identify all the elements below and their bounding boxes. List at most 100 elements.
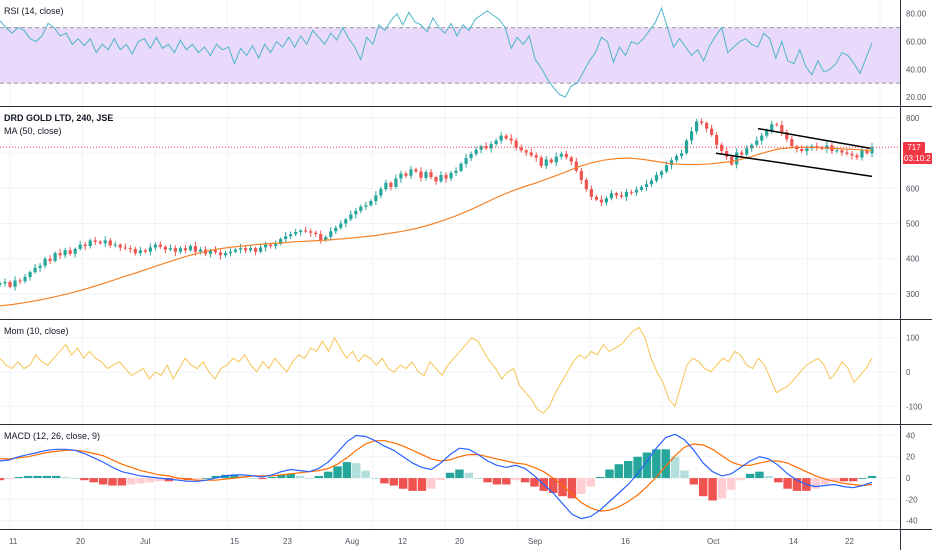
time-axis[interactable]: 11 20 Jul 15 23 Aug 12 20 Sep 16 Oct 14 22 — [0, 530, 932, 550]
candle-body — [669, 160, 674, 166]
candle-body — [850, 153, 854, 156]
candle-body — [609, 193, 614, 199]
candle-body — [454, 170, 458, 173]
candle-body — [73, 248, 77, 254]
candle-body — [835, 150, 839, 152]
candle-body — [564, 153, 568, 158]
candle-body — [780, 125, 784, 133]
rsi-pane[interactable]: 80.00 60.00 40.00 20.00 RSI (14, close) — [0, 0, 932, 106]
macd-histogram-bar — [699, 478, 708, 497]
macd-histogram-bar — [642, 452, 652, 479]
pane-divider[interactable] — [0, 424, 932, 425]
macd-histogram-bar — [248, 478, 258, 479]
macd-pane[interactable]: 40 20 0 -20 -40 MACD (12, 26, close, 9) — [0, 425, 932, 529]
macd-histogram-bar — [745, 473, 755, 479]
macd-histogram-bar — [417, 478, 427, 491]
candle-body — [83, 244, 87, 247]
candle-body — [684, 140, 689, 154]
price-tick-label: 300 — [906, 290, 920, 299]
macd-histogram-bar — [33, 475, 42, 479]
macd-histogram-bar — [352, 463, 361, 479]
time-tick-label: 20 — [76, 537, 85, 546]
time-tick-label: 20 — [455, 537, 464, 546]
candle-body — [319, 234, 323, 241]
candle-body — [133, 248, 137, 254]
candle-body — [504, 135, 508, 139]
candle-body — [619, 195, 624, 197]
price-pane[interactable]: 800700600500400300 DRD GOLD LTD, 240, JS… — [0, 107, 932, 319]
rsi-label: RSI (14, close) — [4, 6, 64, 16]
candle-body — [233, 249, 238, 252]
macd-histogram-bar — [511, 478, 520, 481]
rsi-line — [0, 6, 873, 98]
candle-body — [23, 277, 27, 282]
candle-body — [0, 283, 2, 285]
macd-histogram-bar — [230, 474, 239, 479]
macd-histogram-bar — [295, 475, 305, 479]
candle-body — [63, 250, 67, 256]
time-tick-label: Sep — [528, 537, 543, 546]
candle-body — [424, 172, 428, 178]
candle-body — [143, 250, 147, 252]
candle-body — [654, 175, 659, 181]
candle-body — [664, 165, 669, 172]
candle-body — [534, 155, 538, 158]
candle-body — [865, 150, 869, 154]
candle-body — [459, 163, 463, 171]
macd-histogram-bar — [708, 478, 717, 501]
macd-histogram-bar — [811, 478, 820, 489]
symbol-title[interactable]: DRD GOLD LTD, 240, JSE — [4, 113, 114, 123]
macd-histogram-bar — [258, 478, 267, 480]
candle-body — [113, 244, 117, 246]
candle-body — [158, 244, 162, 247]
time-tick-label: 22 — [845, 537, 854, 546]
candle-body — [444, 175, 448, 179]
candle-body — [128, 248, 132, 250]
macd-histogram-bar — [0, 478, 5, 481]
candle-body — [634, 189, 639, 193]
macd-histogram-bar — [380, 478, 389, 484]
momentum-tick-label: 100 — [906, 334, 920, 343]
macd-histogram-bar — [427, 478, 436, 489]
macd-histogram-bar — [530, 478, 539, 487]
macd-histogram-bar — [52, 475, 61, 479]
candle-body — [679, 153, 684, 157]
macd-histogram-bar — [267, 477, 277, 479]
candle-body — [720, 144, 724, 152]
candle-body — [38, 265, 42, 268]
price-tick-label: 800 — [906, 114, 920, 123]
candle-body — [725, 151, 729, 157]
macd-histogram-bar — [520, 478, 530, 483]
macd-histogram-bar — [736, 478, 745, 481]
momentum-pane[interactable]: 100 0 -100 Mom (10, close) — [0, 320, 932, 424]
macd-histogram-bar — [305, 478, 314, 479]
channel-lower-trendline — [715, 152, 873, 178]
candle-body — [689, 131, 694, 141]
candle-body — [524, 150, 528, 153]
candle-body — [168, 248, 172, 250]
candle-body — [304, 230, 308, 232]
pane-divider[interactable] — [0, 106, 932, 107]
time-tick-label: Jul — [140, 537, 150, 546]
candle-body — [78, 244, 82, 249]
pane-divider[interactable] — [0, 319, 932, 320]
candle-body — [715, 134, 719, 145]
macd-histogram-bar — [774, 478, 783, 483]
candle-body — [374, 195, 378, 202]
macd-histogram-bar — [577, 478, 586, 495]
macd-histogram-bar — [277, 474, 286, 479]
momentum-label: Mom (10, close) — [4, 326, 69, 336]
candle-body — [544, 159, 548, 166]
price-axis-divider[interactable] — [900, 0, 901, 550]
time-tick-label: 12 — [398, 537, 407, 546]
candle-body — [629, 191, 634, 193]
candle-body — [334, 227, 338, 232]
time-tick-label: 11 — [9, 537, 18, 546]
candle-body — [700, 121, 704, 123]
candle-body — [624, 191, 629, 197]
candle-body — [579, 170, 583, 180]
candle-body — [790, 139, 794, 147]
macd-tick-label: 40 — [906, 431, 915, 440]
macd-histogram-bar — [670, 456, 680, 479]
macd-histogram-bar — [858, 478, 867, 479]
